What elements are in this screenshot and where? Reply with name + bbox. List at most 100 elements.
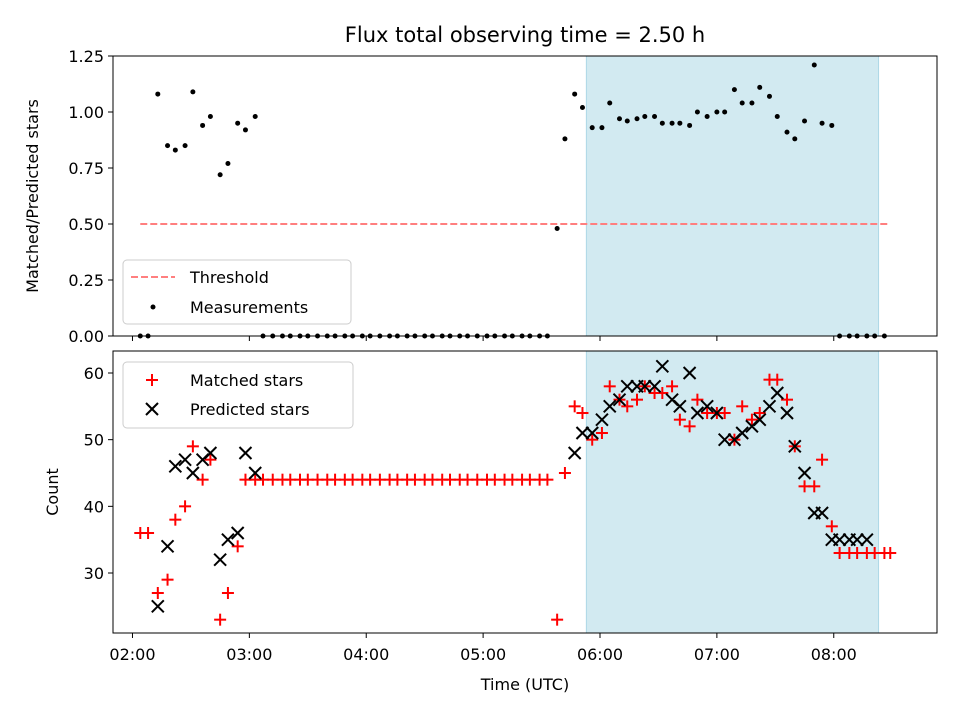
legend-predicted-label: Predicted stars <box>190 400 310 419</box>
predicted-stars-points <box>151 359 874 614</box>
predicted-star-stroke-b <box>815 506 829 520</box>
predicted-star-point <box>815 506 829 520</box>
predicted-star-stroke-b <box>860 532 874 547</box>
predicted-star-stroke-b <box>780 406 794 420</box>
x-tick-label: 06:00 <box>577 645 623 664</box>
predicted-star-point <box>203 446 218 460</box>
predicted-star-stroke-b <box>585 426 599 440</box>
measurement-point <box>579 105 585 111</box>
measurement-point <box>182 143 188 149</box>
bottom-legend-box <box>122 361 354 429</box>
predicted-star-point <box>832 532 847 547</box>
measurement-point <box>677 120 683 126</box>
predicted-star-point <box>770 386 784 400</box>
measurement-point <box>634 116 640 122</box>
predicted-star-stroke-b <box>186 466 200 480</box>
x-tick-label: 02:00 <box>109 645 155 664</box>
bottom-y-tick-label: 30 <box>84 564 104 583</box>
predicted-star-stroke-b <box>700 399 714 414</box>
predicted-star-stroke-b <box>238 446 253 460</box>
predicted-star-point <box>575 426 590 440</box>
predicted-star-stroke-b <box>203 446 218 460</box>
measurement-point <box>739 100 745 106</box>
observing-window-shade-bottom <box>585 350 880 634</box>
predicted-star-point <box>160 539 175 554</box>
matched-star-point <box>551 613 564 626</box>
predicted-star-stroke-b <box>762 399 777 414</box>
measurement-point <box>616 116 622 122</box>
matched-star-point <box>771 373 784 386</box>
predicted-star-point <box>595 412 609 427</box>
predicted-star-stroke-b <box>753 412 767 427</box>
matched-star-point <box>808 480 821 493</box>
predicted-star-point <box>762 399 777 414</box>
predicted-star-stroke-b <box>850 532 864 547</box>
measurement-point <box>607 100 613 106</box>
matched-star-point <box>781 393 794 406</box>
measurement-point <box>784 129 790 135</box>
predicted-star-point <box>673 399 687 414</box>
predicted-star-point <box>603 399 617 414</box>
predicted-star-stroke-b <box>647 379 662 394</box>
predicted-star-stroke-b <box>567 446 582 460</box>
top-y-tick-label: 0.50 <box>68 215 104 234</box>
matched-star-point <box>231 540 244 553</box>
measurement-point <box>757 84 763 90</box>
measurement-point <box>172 147 178 153</box>
measurement-point <box>766 93 772 99</box>
measurement-point <box>554 225 560 231</box>
predicted-star-stroke-b <box>612 392 627 407</box>
matched-star-point <box>151 587 164 599</box>
measurement-point <box>642 113 648 119</box>
matched-star-point <box>603 380 616 393</box>
measurement-point <box>669 120 675 126</box>
measurement-point <box>687 122 693 128</box>
predicted-star-point <box>238 446 253 460</box>
predicted-star-point <box>717 432 732 447</box>
x-tick-label: 03:00 <box>226 645 272 664</box>
predicted-star-point <box>620 379 634 394</box>
matched-star-point <box>214 613 227 626</box>
matched-star-point <box>666 380 679 393</box>
top-plot-frame <box>112 55 938 337</box>
predicted-star-point <box>213 552 227 567</box>
matched-star-point <box>736 400 749 413</box>
measurement-point <box>792 136 798 142</box>
measurement-point <box>714 109 720 115</box>
measurement-point <box>217 172 223 178</box>
chart-title: Flux total observing time = 2.50 h <box>345 23 705 47</box>
predicted-star-point <box>230 526 245 540</box>
matched-star-point <box>825 520 838 533</box>
measurement-point <box>659 120 665 126</box>
top-legend-box <box>122 259 352 325</box>
predicted-star-stroke-b <box>655 359 670 374</box>
matched-star-point <box>595 427 608 439</box>
matched-star-point <box>541 473 554 486</box>
matched-star-point <box>656 387 669 399</box>
x-axis-label: Time (UTC) <box>480 675 569 694</box>
predicted-star-stroke-b <box>221 532 235 547</box>
predicted-star-stroke-b <box>575 426 590 440</box>
matched-star-point <box>558 467 571 479</box>
predicted-star-point <box>638 379 652 394</box>
predicted-star-point <box>780 406 794 420</box>
predicted-star-stroke-b <box>682 366 697 380</box>
legend-matched-swatch <box>146 374 158 386</box>
bottom-legend: Matched stars Predicted stars <box>122 361 354 429</box>
measurement-point <box>802 118 808 124</box>
matched-star-point <box>196 473 209 486</box>
x-tick-label: 08:00 <box>811 645 857 664</box>
predicted-star-point <box>612 392 627 407</box>
measurement-point <box>731 87 737 93</box>
measurement-point <box>774 113 780 119</box>
matched-star-point <box>884 547 897 559</box>
measurement-point <box>722 109 728 115</box>
matched-star-point <box>691 393 704 406</box>
top-y-tick-label: 0.25 <box>68 271 104 290</box>
top-y-tick-label: 1.00 <box>68 103 104 122</box>
measurement-point <box>190 89 196 95</box>
predicted-star-point <box>248 466 262 480</box>
matched-star-point <box>221 587 234 599</box>
measurement-point <box>235 120 241 126</box>
bottom-y-axis-label: Count <box>43 468 62 516</box>
